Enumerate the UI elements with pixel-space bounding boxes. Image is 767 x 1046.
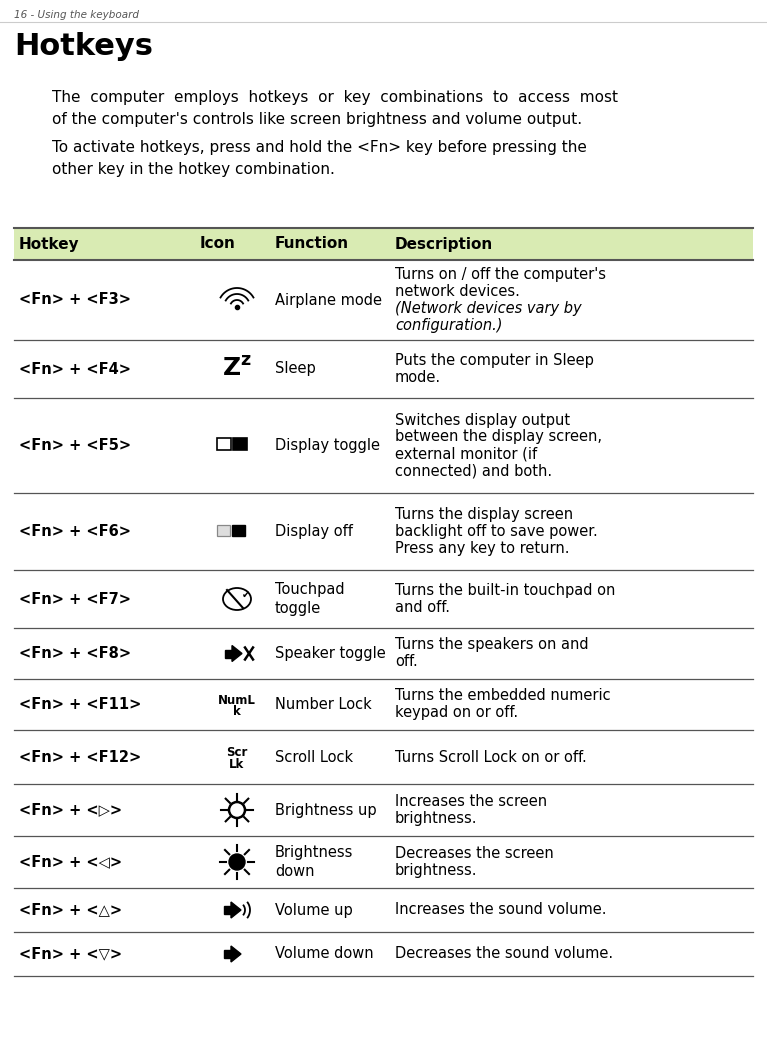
Text: Turns Scroll Lock on or off.: Turns Scroll Lock on or off. (395, 750, 587, 765)
Text: between the display screen,: between the display screen, (395, 430, 602, 445)
Text: Sleep: Sleep (275, 362, 316, 377)
Text: backlight off to save power.: backlight off to save power. (395, 524, 597, 539)
Text: Number Lock: Number Lock (275, 697, 372, 712)
Text: Airplane mode: Airplane mode (275, 293, 382, 308)
Polygon shape (232, 645, 242, 661)
Text: <Fn> + <F12>: <Fn> + <F12> (19, 750, 141, 765)
Bar (232, 524, 245, 536)
Text: <Fn> + <F4>: <Fn> + <F4> (19, 362, 131, 377)
Text: ✔: ✔ (242, 590, 250, 600)
Text: <Fn> + <F5>: <Fn> + <F5> (19, 438, 131, 453)
Text: Turns the display screen: Turns the display screen (395, 507, 573, 522)
Ellipse shape (223, 588, 251, 610)
Polygon shape (231, 946, 241, 962)
Text: Lk: Lk (229, 757, 245, 771)
Text: NumL: NumL (218, 693, 256, 707)
Text: Puts the computer in Sleep: Puts the computer in Sleep (395, 353, 594, 368)
Text: Volume down: Volume down (275, 947, 374, 961)
Text: <Fn> + <▷>: <Fn> + <▷> (19, 802, 122, 818)
Text: 16 - Using the keyboard: 16 - Using the keyboard (14, 10, 139, 20)
Text: and off.: and off. (395, 600, 450, 615)
Text: <Fn> + <△>: <Fn> + <△> (19, 903, 122, 917)
Text: Turns on / off the computer's: Turns on / off the computer's (395, 267, 606, 282)
Text: Speaker toggle: Speaker toggle (275, 646, 386, 661)
Text: To activate hotkeys, press and hold the <Fn> key before pressing the: To activate hotkeys, press and hold the … (52, 140, 587, 155)
Text: <Fn> + <F8>: <Fn> + <F8> (19, 646, 131, 661)
Text: mode.: mode. (395, 370, 441, 385)
Text: connected) and both.: connected) and both. (395, 463, 552, 478)
Text: (Network devices vary by: (Network devices vary by (395, 301, 581, 316)
Text: configuration.): configuration.) (395, 318, 502, 333)
Text: Turns the built-in touchpad on: Turns the built-in touchpad on (395, 583, 615, 598)
Text: <Fn> + <F11>: <Fn> + <F11> (19, 697, 141, 712)
Text: Touchpad
toggle: Touchpad toggle (275, 582, 344, 616)
Text: The  computer  employs  hotkeys  or  key  combinations  to  access  most: The computer employs hotkeys or key comb… (52, 90, 618, 105)
Text: <Fn> + <F7>: <Fn> + <F7> (19, 591, 131, 607)
Text: $\mathbf{Z}^{\mathbf{z}}$: $\mathbf{Z}^{\mathbf{z}}$ (222, 357, 252, 381)
Text: brightness.: brightness. (395, 863, 478, 878)
Text: Scroll Lock: Scroll Lock (275, 750, 353, 765)
Text: Turns the embedded numeric: Turns the embedded numeric (395, 688, 611, 704)
Text: Switches display output: Switches display output (395, 412, 570, 428)
Text: Icon: Icon (200, 236, 236, 251)
Bar (217, 437, 231, 450)
Text: Brightness
down: Brightness down (275, 845, 354, 879)
Text: <Fn> + <▽>: <Fn> + <▽> (19, 947, 122, 961)
Text: Press any key to return.: Press any key to return. (395, 541, 570, 556)
Text: Increases the screen: Increases the screen (395, 794, 547, 809)
Text: k: k (233, 705, 241, 718)
Bar (233, 437, 247, 450)
Circle shape (229, 854, 245, 870)
Text: Increases the sound volume.: Increases the sound volume. (395, 903, 607, 917)
Text: Turns the speakers on and: Turns the speakers on and (395, 637, 588, 653)
Polygon shape (224, 906, 231, 914)
Text: Description: Description (395, 236, 493, 251)
Text: <Fn> + <F3>: <Fn> + <F3> (19, 293, 131, 308)
Bar (217, 524, 230, 536)
Text: of the computer's controls like screen brightness and volume output.: of the computer's controls like screen b… (52, 112, 582, 127)
Text: <Fn> + <◁>: <Fn> + <◁> (19, 855, 122, 869)
Polygon shape (225, 650, 232, 658)
Text: keypad on or off.: keypad on or off. (395, 705, 518, 721)
Text: network devices.: network devices. (395, 285, 520, 299)
Text: other key in the hotkey combination.: other key in the hotkey combination. (52, 162, 335, 177)
Text: <Fn> + <F6>: <Fn> + <F6> (19, 524, 131, 539)
Text: Display off: Display off (275, 524, 353, 539)
Text: Brightness up: Brightness up (275, 802, 377, 818)
Text: Scr: Scr (226, 747, 248, 759)
Text: Function: Function (275, 236, 349, 251)
Text: external monitor (if: external monitor (if (395, 447, 537, 461)
Text: Volume up: Volume up (275, 903, 353, 917)
Text: brightness.: brightness. (395, 811, 478, 826)
Text: off.: off. (395, 655, 418, 669)
Text: Hotkey: Hotkey (19, 236, 80, 251)
Text: Hotkeys: Hotkeys (14, 32, 153, 61)
Text: Display toggle: Display toggle (275, 438, 380, 453)
Text: Decreases the screen: Decreases the screen (395, 846, 554, 861)
Polygon shape (231, 902, 241, 918)
Text: Decreases the sound volume.: Decreases the sound volume. (395, 947, 613, 961)
Bar (14, 228, 753, 260)
Polygon shape (224, 950, 231, 958)
